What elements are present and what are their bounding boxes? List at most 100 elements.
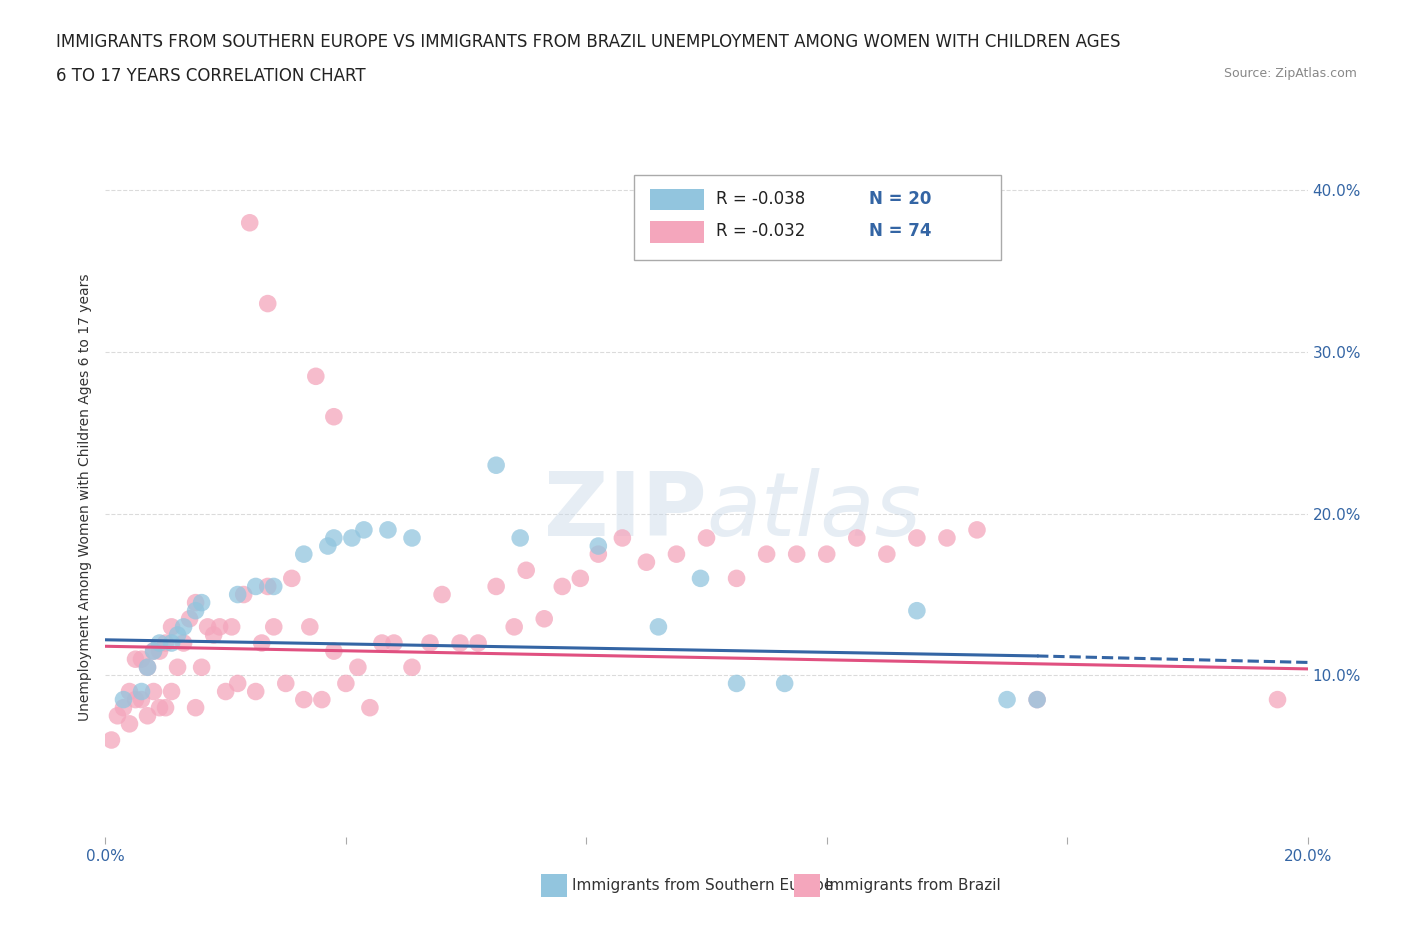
Point [214,684,236,699]
Point [340,530,363,545]
Point [689,571,711,586]
Point [131,652,153,667]
Point [281,571,304,586]
Text: IMMIGRANTS FROM SOUTHERN EUROPE VS IMMIGRANTS FROM BRAZIL UNEMPLOYMENT AMONG WOM: IMMIGRANTS FROM SOUTHERN EUROPE VS IMMIG… [56,33,1121,50]
Point [179,611,201,626]
Text: R = -0.038: R = -0.038 [716,190,806,207]
Point [166,628,188,643]
Point [786,547,808,562]
Point [467,635,489,650]
Point [377,523,399,538]
Point [112,700,135,715]
Point [401,660,423,675]
Text: Immigrants from Brazil: Immigrants from Brazil [825,878,1001,893]
FancyBboxPatch shape [650,189,704,210]
Point [118,684,141,699]
Point [202,628,225,643]
Point [359,700,381,715]
Point [256,296,278,311]
Point [131,692,153,707]
Point [647,619,669,634]
Point [292,692,315,707]
Point [725,676,748,691]
Point [995,692,1018,707]
Point [107,709,129,724]
Point [208,619,231,634]
Point [815,547,838,562]
Point [190,595,212,610]
Point [160,635,183,650]
Point [509,530,531,545]
Point [148,644,170,658]
Point [419,635,441,650]
Text: Immigrants from Southern Europe: Immigrants from Southern Europe [572,878,834,893]
Point [1267,692,1289,707]
Point [636,555,658,570]
Point [148,635,170,650]
Point [503,619,526,634]
Point [250,635,273,650]
Point [142,644,165,658]
Point [335,676,357,691]
Point [136,660,159,675]
Point [263,579,285,594]
Point [1026,692,1049,707]
Text: N = 20: N = 20 [869,190,931,207]
Point [322,530,344,545]
Point [311,692,333,707]
FancyBboxPatch shape [650,221,704,243]
Point [382,635,405,650]
Text: N = 74: N = 74 [869,222,931,241]
Point [274,676,297,691]
Point [184,604,207,618]
Point [665,547,688,562]
Point [124,652,146,667]
Point [160,619,183,634]
Point [136,660,159,675]
Point [725,571,748,586]
Point [221,619,243,634]
Point [371,635,394,650]
FancyBboxPatch shape [634,175,1001,260]
Point [569,571,592,586]
Point [401,530,423,545]
Point [936,530,959,545]
Point [118,716,141,731]
Point [226,587,249,602]
Point [142,644,165,658]
Point [155,635,177,650]
Point [148,700,170,715]
Y-axis label: Unemployment Among Women with Children Ages 6 to 17 years: Unemployment Among Women with Children A… [79,273,93,722]
Point [155,700,177,715]
Point [430,587,453,602]
Point [347,660,370,675]
Point [485,579,508,594]
Point [353,523,375,538]
Point [551,579,574,594]
Point [166,660,188,675]
Point [305,369,328,384]
Text: 6 TO 17 YEARS CORRELATION CHART: 6 TO 17 YEARS CORRELATION CHART [56,67,366,85]
Point [1026,692,1049,707]
Point [533,611,555,626]
Point [322,644,344,658]
Point [136,709,159,724]
Point [485,458,508,472]
Point [160,684,183,699]
Point [239,216,262,231]
Point [173,635,195,650]
Point [773,676,796,691]
Point [256,579,278,594]
Point [173,619,195,634]
Point [190,660,212,675]
Point [197,619,219,634]
Point [232,587,254,602]
Point [142,684,165,699]
Point [696,530,718,545]
Point [449,635,471,650]
Point [292,547,315,562]
Point [131,684,153,699]
Point [245,684,267,699]
Point [184,700,207,715]
Point [966,523,988,538]
